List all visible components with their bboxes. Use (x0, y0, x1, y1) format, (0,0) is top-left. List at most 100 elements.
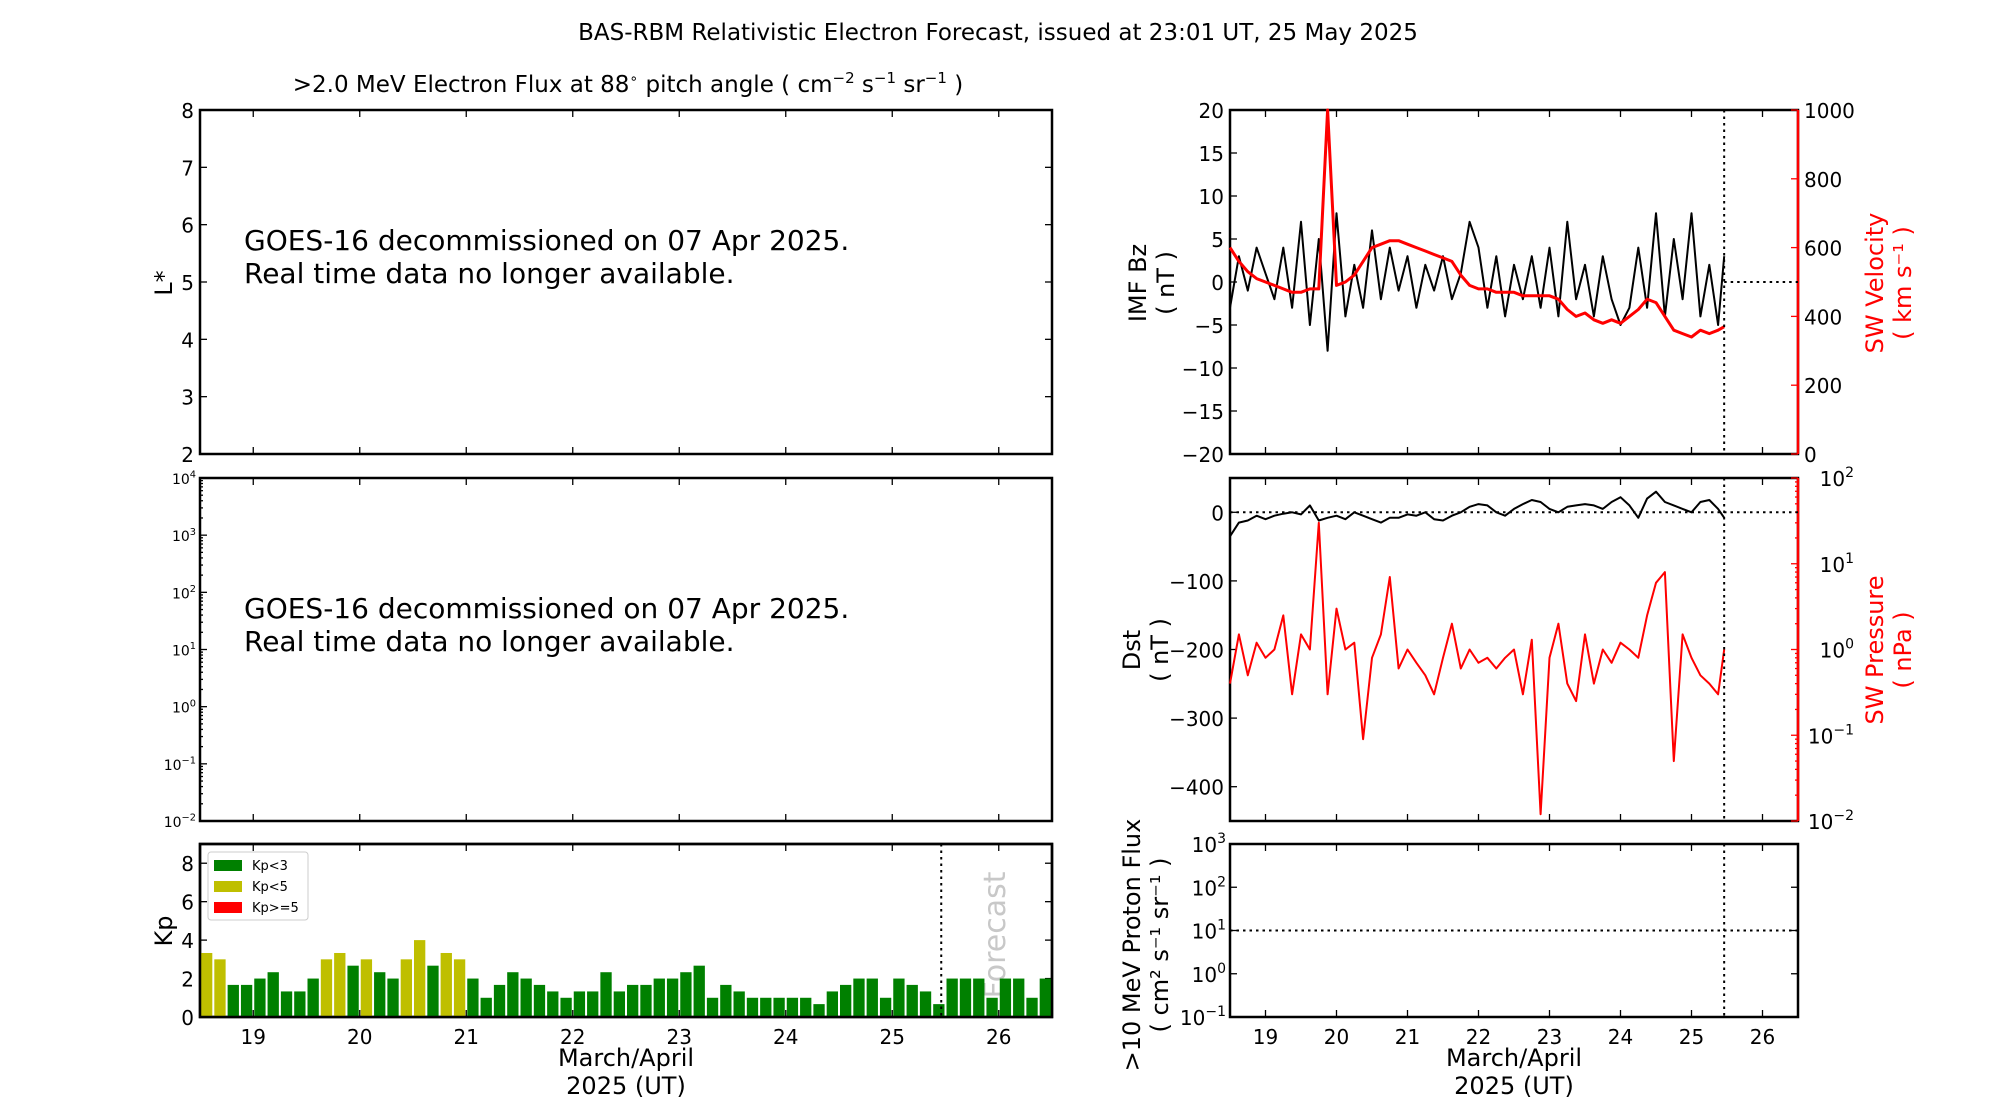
kp-bar (733, 991, 745, 1017)
kp-ytick-label: 0 (181, 1006, 194, 1030)
dst-ytick-label: −100 (1169, 570, 1224, 594)
pressure-ytick-label: 101 (1820, 551, 1854, 577)
kp-bar (201, 952, 213, 1017)
kp-legend: Kp<3 Kp<5 Kp>=5 (207, 851, 309, 921)
kp-bar (800, 997, 812, 1017)
kp-bar (933, 1004, 945, 1017)
flux-message-line1: GOES-16 decommissioned on 07 Apr 2025. (244, 592, 849, 625)
bz-ytick-label: 20 (1199, 99, 1224, 123)
left-xlabel-line2: 2025 (UT) (566, 1072, 686, 1100)
kp-bar (720, 984, 732, 1017)
kp-bar (999, 978, 1012, 1017)
proton-xtick-label: 19 (1253, 1025, 1278, 1049)
kp-bar (760, 997, 772, 1017)
kp-bar (507, 972, 519, 1017)
lstar-axis-label: L* (150, 270, 178, 295)
kp-bar (986, 997, 998, 1017)
kp-bar (866, 978, 878, 1017)
proton-ytick-label: 100 (1192, 961, 1226, 987)
left-xlabel-line1: March/April (558, 1044, 694, 1072)
proton-ytick-label: 101 (1192, 918, 1226, 944)
kp-bar (959, 978, 972, 1017)
proton-xtick-label: 25 (1679, 1025, 1704, 1049)
pressure-ytick-label: 10−2 (1808, 808, 1854, 834)
bz-ytick-label: −5 (1195, 314, 1224, 338)
lstar-ytick-label: 3 (181, 386, 194, 410)
bz-ytick-label: 10 (1199, 185, 1224, 209)
pressure-axis-label-line2: ( nPa ) (1889, 611, 1917, 688)
kp-bar (267, 972, 279, 1017)
dst-ytick-label: −300 (1169, 707, 1224, 731)
pressure-ytick-label: 100 (1820, 637, 1854, 663)
kp-bar (746, 997, 759, 1017)
bz-series-line (1229, 212, 1726, 352)
kp-bar (560, 997, 572, 1017)
kp-bar (640, 984, 652, 1017)
kp-ytick-label: 8 (181, 852, 194, 876)
pressure-axis-label-line1: SW Pressure (1861, 575, 1889, 724)
flux-ytick-label: 10−1 (164, 756, 196, 774)
lstar-ytick-label: 8 (181, 99, 194, 123)
proton-xtick-label: 22 (1466, 1025, 1491, 1049)
kp-axis-label: Kp (150, 916, 178, 947)
velocity-ytick-label: 400 (1804, 305, 1842, 329)
dst-axis-label-line1: Dst (1118, 630, 1146, 670)
velocity-axis-label-line1: SW Velocity (1861, 213, 1889, 354)
kp-bar (480, 997, 492, 1017)
kp-bar (1026, 997, 1038, 1017)
kp-bar (946, 978, 958, 1017)
dst-ytick-label: −200 (1169, 639, 1224, 663)
kp-bar (533, 984, 546, 1017)
kp-bar (693, 965, 705, 1017)
kp-bar (613, 991, 625, 1017)
dst-ytick-label: 0 (1211, 501, 1224, 525)
bz-ytick-label: −20 (1182, 443, 1224, 467)
kp-bar (227, 984, 239, 1017)
flux-ytick-label: 102 (172, 584, 196, 602)
kp-legend-swatch-low (214, 860, 242, 871)
lstar-message-line1: GOES-16 decommissioned on 07 Apr 2025. (244, 224, 849, 257)
velocity-axis-label-line2: ( km s⁻¹ ) (1889, 226, 1917, 340)
kp-bar (1013, 978, 1025, 1017)
kp-bar (307, 978, 319, 1017)
kp-xtick-label: 23 (667, 1025, 692, 1049)
kp-xtick-label: 20 (347, 1025, 372, 1049)
proton-xtick-label: 23 (1537, 1025, 1562, 1049)
kp-bar (653, 978, 665, 1017)
pressure-series-line (1229, 521, 1726, 816)
flux-message-line2: Real time data no longer available. (244, 625, 735, 658)
kp-ytick-label: 4 (181, 929, 194, 953)
proton-ytick-label: 10−1 (1180, 1004, 1226, 1030)
bz-ytick-label: −15 (1182, 400, 1224, 424)
proton-axis-label-line1: >10 MeV Proton Flux (1118, 819, 1146, 1072)
kp-xtick-label: 26 (986, 1025, 1011, 1049)
dst-axis-label-line2: ( nT ) (1146, 618, 1174, 682)
kp-xtick-label: 22 (560, 1025, 585, 1049)
kp-bar (493, 984, 506, 1017)
kp-bar (573, 991, 586, 1017)
velocity-series-line (1228, 108, 1725, 339)
lstar-ytick-label: 5 (181, 271, 194, 295)
lstar-ytick-label: 7 (181, 156, 194, 180)
kp-bar (427, 965, 439, 1017)
kp-bar (254, 978, 266, 1017)
kp-bar (294, 991, 306, 1017)
kp-bar (879, 997, 892, 1017)
velocity-ytick-label: 600 (1804, 237, 1842, 261)
bz-ytick-label: 0 (1211, 271, 1224, 295)
kp-legend-label-high: Kp>=5 (252, 901, 299, 916)
kp-xtick-label: 25 (880, 1025, 905, 1049)
kp-xtick-label: 19 (241, 1025, 266, 1049)
kp-bar (440, 952, 452, 1017)
flux-ytick-label: 10−2 (164, 813, 196, 831)
pressure-ytick-label: 10−1 (1808, 722, 1854, 748)
kp-legend-swatch-mid (214, 881, 242, 892)
forecast-label: Forecast (978, 871, 1013, 998)
lstar-ytick-label: 4 (181, 328, 194, 352)
kp-bar (786, 997, 799, 1017)
kp-ytick-label: 2 (181, 968, 194, 992)
kp-bar (706, 997, 719, 1017)
kp-legend-label-mid: Kp<5 (252, 880, 288, 895)
kp-bar (919, 991, 932, 1017)
kp-bar (840, 984, 852, 1017)
